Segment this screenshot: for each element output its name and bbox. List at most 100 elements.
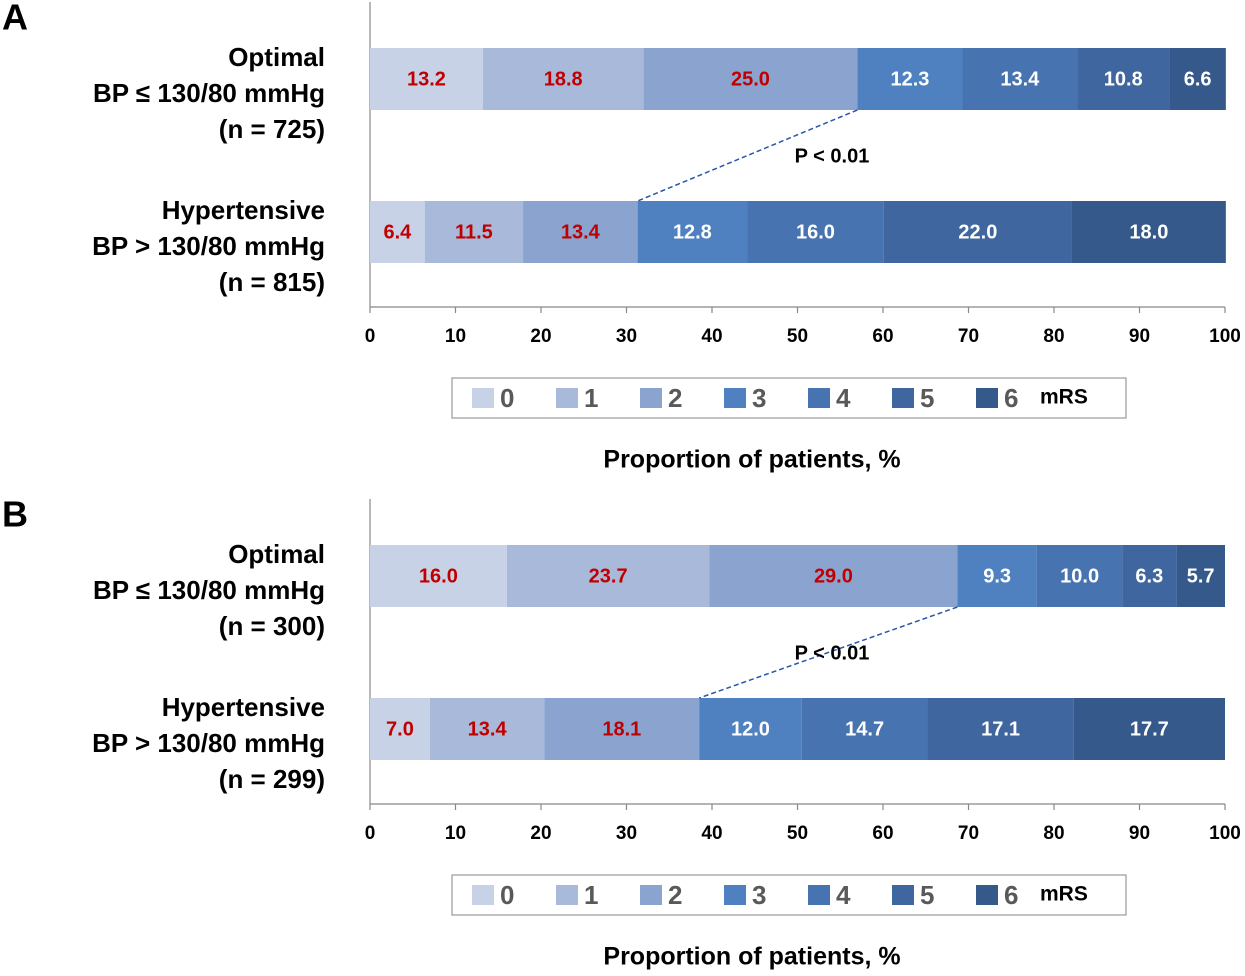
legend-title: mRS [1040,386,1088,409]
legend-label: 4 [836,880,851,910]
legend-label: 2 [668,880,682,910]
annotation: P < 0.01 [795,642,870,664]
x-tick-label: 90 [1129,823,1150,844]
x-tick-label: 30 [616,326,637,347]
bar-segment [370,545,507,607]
bar-segment [370,48,483,110]
bar-segment [523,201,638,263]
value-label: 10.0 [1060,565,1099,587]
legend-swatch [724,388,746,408]
legend-label: 2 [668,383,682,413]
legend-swatch [556,885,578,905]
legend-label: 5 [920,880,934,910]
bar-segment [857,48,963,110]
x-tick-label: 40 [701,823,722,844]
bar-segment [1071,201,1226,263]
value-label: 6.3 [1135,565,1163,587]
x-tick-label: 40 [701,326,722,347]
category-label: (n = 300) [219,611,325,641]
value-label: 6.4 [383,221,412,243]
bar-segment [883,201,1072,263]
category-label: Hypertensive [162,692,325,722]
value-label: 13.4 [1000,68,1040,90]
bar-segment [370,201,425,263]
legend-title: mRS [1040,883,1088,906]
x-tick-label: 10 [445,326,466,347]
legend-swatch [808,388,830,408]
legend-swatch [892,885,914,905]
x-tick-label: 90 [1129,326,1150,347]
legend-swatch [976,388,998,408]
bar-segment [424,201,524,263]
bar-segment [1122,545,1177,607]
legend-box [451,874,1127,916]
bar-segment [1077,48,1170,110]
category-label: Hypertensive [162,195,325,225]
value-label: 17.1 [981,718,1020,740]
category-label: Optimal [228,539,325,569]
legend-label: 5 [920,383,934,413]
legend-swatch [892,388,914,408]
bar-segment [747,201,884,263]
category-label: BP > 130/80 mmHg [92,728,325,758]
panel-label: A [2,0,28,38]
legend-swatch [640,885,662,905]
legend-swatch [472,885,494,905]
legend-label: 0 [500,383,514,413]
value-label: 14.7 [845,718,884,740]
legend-label: 0 [500,880,514,910]
legend-label: 6 [1004,383,1018,413]
x-tick-label: 100 [1209,326,1241,347]
x-tick-label: 80 [1043,823,1064,844]
bar-segment [643,48,858,110]
bar-segment [482,48,644,110]
category-label: (n = 815) [219,267,325,297]
legend-label: 1 [584,880,598,910]
bar-segment [927,698,1074,760]
value-label: 10.8 [1104,68,1143,90]
bar-segment [957,545,1037,607]
value-label: 7.0 [386,718,414,740]
value-label: 22.0 [958,221,997,243]
legend-swatch [556,388,578,408]
legend-swatch [976,885,998,905]
connector [698,606,958,699]
legend-label: 6 [1004,880,1018,910]
x-tick-label: 70 [958,823,979,844]
x-tick-label: 50 [787,823,808,844]
legend-label: 4 [836,383,851,413]
category-label: BP ≤ 130/80 mmHg [93,78,325,108]
x-tick-label: 60 [872,823,893,844]
x-axis-title: Proportion of patients, % [603,446,900,474]
value-label: 11.5 [455,221,493,243]
category-label: Optimal [228,42,325,72]
category-label: (n = 299) [219,764,325,794]
value-label: 16.0 [796,221,835,243]
x-tick-label: 10 [445,823,466,844]
legend-label: 3 [752,383,766,413]
value-label: 23.7 [589,565,628,587]
category-label: BP ≤ 130/80 mmHg [93,575,325,605]
value-label: 29.0 [814,565,853,587]
bar-segment [429,698,545,760]
panel-label: B [2,494,28,535]
value-label: 18.0 [1129,221,1168,243]
legend-label: 3 [752,880,766,910]
legend-swatch [808,885,830,905]
legend-swatch [724,885,746,905]
value-label: 5.7 [1187,565,1215,587]
legend-swatch [640,388,662,408]
x-tick-label: 30 [616,823,637,844]
value-label: 12.8 [673,221,712,243]
x-tick-label: 20 [530,326,551,347]
bar-segment [506,545,710,607]
x-tick-label: 80 [1043,326,1064,347]
x-tick-label: 50 [787,326,808,347]
value-label: 25.0 [731,68,770,90]
value-label: 13.4 [468,718,508,740]
bar-segment [962,48,1078,110]
value-label: 13.2 [407,68,446,90]
